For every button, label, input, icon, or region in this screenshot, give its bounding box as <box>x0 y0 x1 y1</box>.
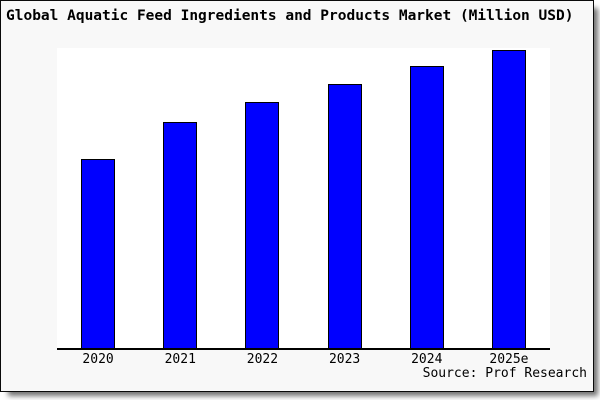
bar-2021 <box>163 121 198 348</box>
bar-2025e <box>491 49 526 348</box>
bar-2022 <box>245 102 280 348</box>
bar-slot-2020 <box>57 48 139 348</box>
bar-slot-2023 <box>304 48 386 348</box>
chart-frame: Global Aquatic Feed Ingredients and Prod… <box>0 0 594 392</box>
bar-2024 <box>409 66 444 348</box>
bar-slot-2021 <box>139 48 221 348</box>
bar-2023 <box>327 83 362 348</box>
x-tick-label-2022: 2022 <box>246 352 279 367</box>
source-credit: Source: Prof Research <box>422 366 587 381</box>
bar-2020 <box>81 159 116 348</box>
x-axis-labels: 2020 2021 2022 2023 2024 2025e <box>57 352 550 367</box>
x-tick-label-2021: 2021 <box>164 352 196 367</box>
x-tick-label-2023: 2023 <box>328 352 361 367</box>
x-tick-label-2024: 2024 <box>411 352 443 367</box>
bar-slot-2024 <box>386 48 468 348</box>
x-tick-label-2025e: 2025e <box>489 352 529 367</box>
bar-slot-2022 <box>221 48 303 348</box>
bar-slot-2025e <box>468 48 550 348</box>
chart-title: Global Aquatic Feed Ingredients and Prod… <box>6 8 574 24</box>
plot-area <box>57 48 550 350</box>
x-tick-label-2020: 2020 <box>82 352 114 367</box>
